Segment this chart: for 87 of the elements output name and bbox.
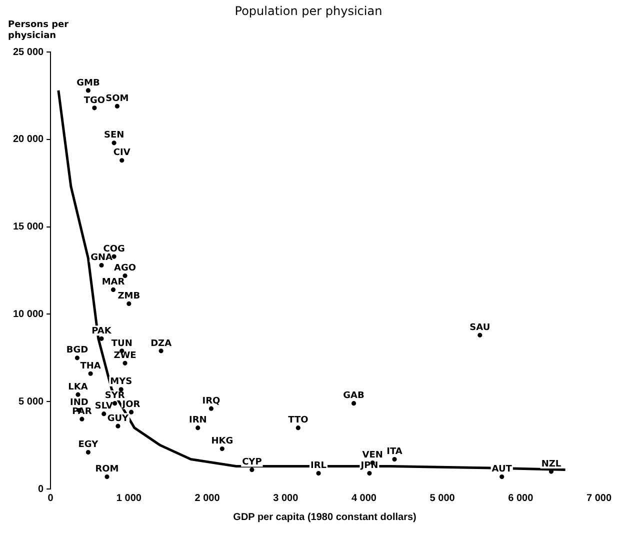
point [88, 371, 93, 376]
point [104, 474, 110, 480]
y-axis-title: Persons per physician [8, 20, 70, 42]
point [250, 467, 254, 472]
point [112, 140, 116, 146]
point [296, 426, 300, 430]
chart-title: Population per physician [234, 4, 384, 18]
point [112, 401, 118, 406]
data-label: SEN [104, 130, 124, 141]
point [76, 392, 80, 397]
point [128, 410, 134, 414]
point [316, 470, 321, 476]
x-tick-label: 1 000 [116, 492, 142, 504]
point [120, 158, 124, 163]
data-label: GUY [107, 414, 130, 424]
point [122, 273, 128, 278]
data-label: VEN [362, 450, 383, 461]
data-label: ZWE [114, 350, 136, 361]
x-tick-label: 0 [48, 492, 54, 504]
point [114, 104, 120, 108]
data-label: AGO [114, 264, 136, 274]
point [102, 412, 106, 416]
point [92, 106, 97, 110]
data-label: CIV [113, 148, 130, 158]
data-label: EGY [78, 440, 99, 450]
data-label: AUT [492, 464, 513, 475]
y-tick-label: 0 [38, 484, 44, 495]
x-tick-label: 2 000 [194, 492, 220, 504]
point [99, 336, 104, 341]
y-tick-label: 15 000 [12, 222, 44, 233]
y-tick-label: 25 000 [12, 46, 44, 58]
point [208, 406, 214, 411]
data-label: DZA [150, 338, 172, 349]
point [80, 416, 84, 422]
x-tick-label: 4 000 [351, 492, 377, 504]
data-label: PAK [92, 326, 112, 337]
data-label: MAR [102, 278, 125, 288]
data-label: ZMB [118, 292, 140, 302]
data-label: SLV [94, 402, 113, 412]
point [110, 287, 116, 292]
data-label: ROM [95, 464, 119, 475]
data-label: HKG [211, 436, 234, 447]
data-label: COG [103, 244, 125, 254]
data-label: IND [70, 398, 88, 408]
data-label: SOM [106, 94, 129, 104]
point [86, 450, 90, 455]
x-tick-label: 7 000 [586, 492, 612, 504]
point [220, 446, 224, 452]
data-label: TUN [111, 338, 132, 349]
point [392, 456, 397, 462]
point [86, 88, 90, 93]
data-label: LKA [68, 382, 88, 392]
point [351, 401, 356, 406]
data-label: IRN [188, 416, 207, 426]
x-tick-label: 3 000 [273, 492, 299, 504]
data-label: GAB [343, 391, 365, 402]
point [158, 348, 164, 354]
point [367, 470, 372, 476]
data-label: MYS [110, 377, 132, 388]
data-label: GNA [90, 253, 112, 264]
data-label: BGD [66, 346, 88, 356]
data-label: IRQ [202, 396, 221, 406]
x-tick-label: 5 000 [430, 492, 456, 504]
data-label: CYP [242, 458, 262, 468]
y-tick-label: 5 000 [18, 396, 44, 408]
data-label: ITA [386, 447, 402, 458]
data-label: JOR [121, 400, 140, 410]
data-label: GMB [76, 78, 100, 88]
data-label: THA [80, 361, 101, 372]
point [500, 474, 504, 480]
x-axis-title: GDP per capita (1980 constant dollars) [233, 512, 416, 523]
point [196, 426, 200, 430]
data-label: TGO [84, 96, 106, 106]
y-tick-label: 10 000 [12, 308, 44, 320]
y-tick-label: 20 000 [12, 134, 44, 146]
point [74, 356, 80, 360]
x-tick-label: 6 000 [508, 492, 534, 504]
point [122, 360, 128, 366]
data-label: NZL [541, 459, 562, 470]
data-label: TTO [288, 416, 309, 426]
point [99, 262, 104, 268]
point [116, 424, 120, 428]
point [478, 332, 482, 338]
data-label: IRL [310, 461, 327, 472]
point [126, 301, 132, 306]
data-label: SAU [470, 323, 490, 334]
data-label: SYR [104, 391, 125, 402]
